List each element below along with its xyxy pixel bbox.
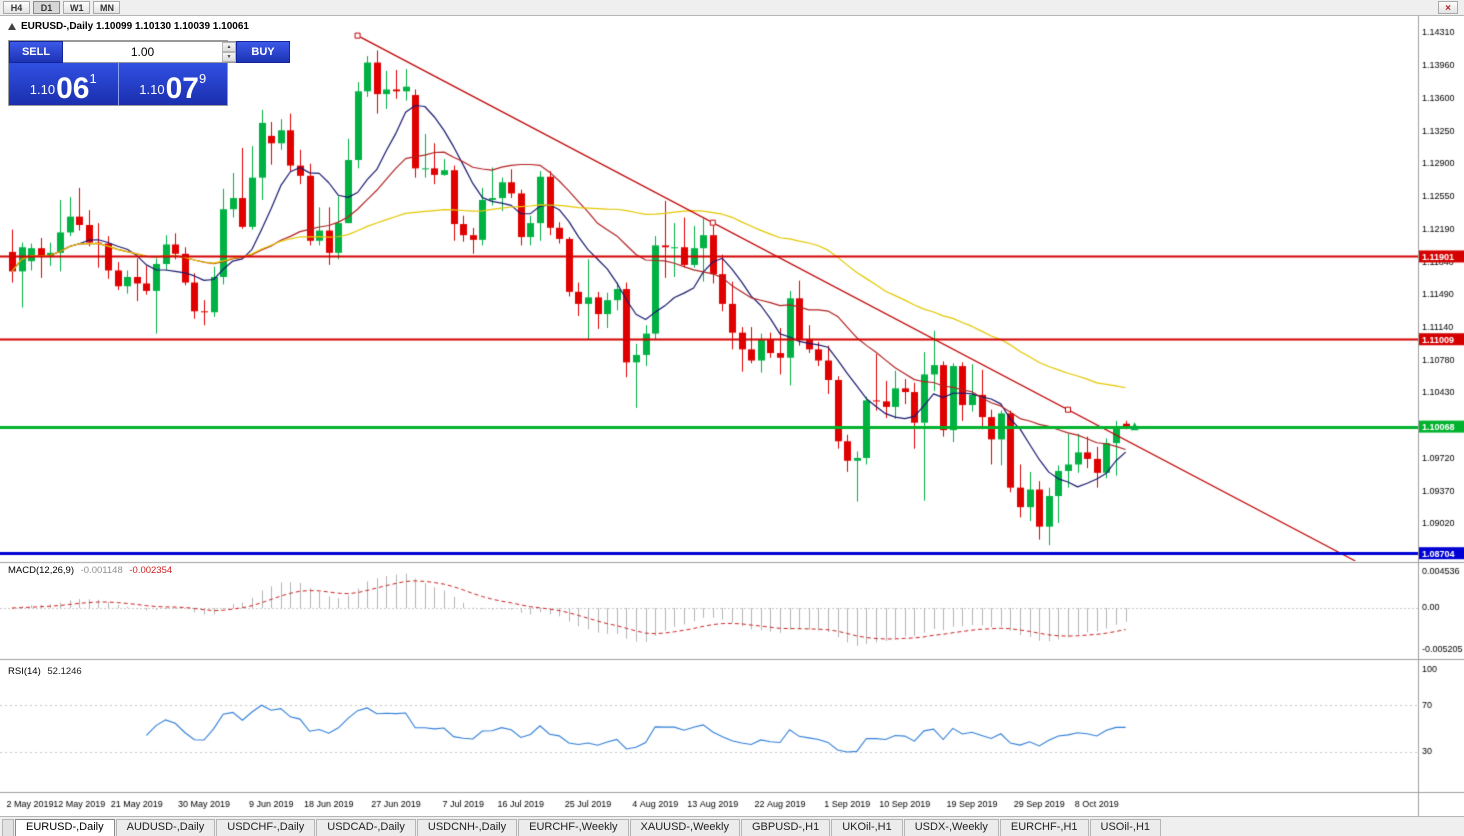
volume-down-icon[interactable]: ▼ <box>222 52 236 62</box>
buy-button[interactable]: BUY <box>236 41 290 63</box>
tab-scroll-stub <box>2 819 14 836</box>
one-click-trading-toggle-icon[interactable] <box>8 23 16 30</box>
sell-price-big: 06 <box>56 72 90 105</box>
price-chart-canvas[interactable] <box>0 16 1464 816</box>
macd-main-value: -0.001148 <box>80 565 123 576</box>
tab-usoil-h1[interactable]: USOil-,H1 <box>1089 819 1162 836</box>
timeframe-w1-button[interactable]: W1 <box>63 1 90 14</box>
volume-up-icon[interactable]: ▲ <box>222 42 236 52</box>
macd-name: MACD(12,26,9) <box>8 565 74 576</box>
timeframe-toolbar: H4 D1 W1 MN × <box>0 0 1464 16</box>
tab-usdcad-daily[interactable]: USDCAD-,Daily <box>316 819 416 836</box>
rsi-value: 52.1246 <box>47 666 82 677</box>
rsi-name: RSI(14) <box>8 666 41 677</box>
tab-gbpusd-h1[interactable]: GBPUSD-,H1 <box>740 819 831 836</box>
volume-stepper: ▲ ▼ <box>222 42 236 62</box>
tab-eurchf-h1[interactable]: EURCHF-,H1 <box>999 819 1089 836</box>
close-icon[interactable]: × <box>1438 1 1458 14</box>
price-divider <box>117 63 119 105</box>
sell-price-prefix: 1.10 <box>29 82 56 97</box>
sell-price-pip: 1 <box>89 71 97 86</box>
one-click-trading-panel: SELL ▲ ▼ BUY 1.10 06 1 1.10 07 9 <box>8 40 290 106</box>
sell-price[interactable]: 1.10 06 1 <box>9 63 118 105</box>
tab-eurchf-weekly[interactable]: EURCHF-,Weekly <box>518 819 629 836</box>
timeframe-h4-button[interactable]: H4 <box>3 1 30 14</box>
tab-eurusd-daily[interactable]: EURUSD-,Daily <box>15 819 115 836</box>
buy-price-big: 07 <box>165 72 199 105</box>
tab-audusd-daily[interactable]: AUDUSD-,Daily <box>115 819 216 836</box>
tab-usdx-weekly[interactable]: USDX-,Weekly <box>903 819 999 836</box>
macd-label: MACD(12,26,9) -0.001148 -0.002354 <box>8 565 172 576</box>
tab-usdchf-daily[interactable]: USDCHF-,Daily <box>216 819 316 836</box>
chart-tabs-bar: EURUSD-,Daily AUDUSD-,Daily USDCHF-,Dail… <box>0 816 1464 836</box>
volume-input[interactable] <box>63 42 222 62</box>
tab-usdcnh-daily[interactable]: USDCNH-,Daily <box>416 819 518 836</box>
rsi-label: RSI(14) 52.1246 <box>8 666 82 677</box>
macd-signal-value: -0.002354 <box>129 565 173 576</box>
sell-button[interactable]: SELL <box>9 41 63 63</box>
chart-title: EURUSD-,Daily 1.10099 1.10130 1.10039 1.… <box>8 21 249 32</box>
tab-ukoil-h1[interactable]: UKOil-,H1 <box>831 819 903 836</box>
timeframe-mn-button[interactable]: MN <box>93 1 120 14</box>
timeframe-d1-button[interactable]: D1 <box>33 1 60 14</box>
tab-xauusd-weekly[interactable]: XAUUSD-,Weekly <box>629 819 740 836</box>
buy-price-pip: 9 <box>198 71 207 86</box>
volume-box: ▲ ▼ <box>63 41 236 63</box>
buy-price[interactable]: 1.10 07 9 <box>119 63 228 105</box>
buy-price-prefix: 1.10 <box>139 82 165 97</box>
chart-ohlc-title: EURUSD-,Daily 1.10099 1.10130 1.10039 1.… <box>21 21 249 32</box>
